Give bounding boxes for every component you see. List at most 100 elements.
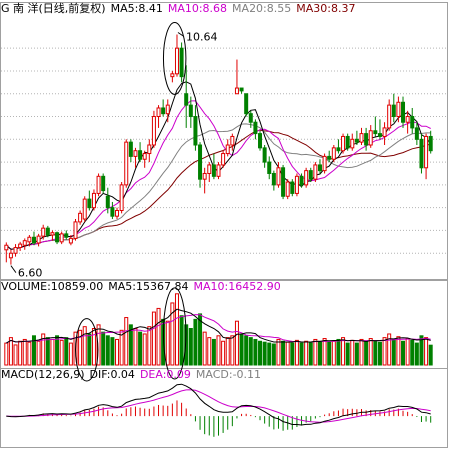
volume-bar [198, 313, 203, 366]
candle [331, 145, 336, 163]
low-marker-arrow [10, 265, 17, 273]
macd-histogram [10, 400, 432, 437]
candle-body [8, 252, 13, 259]
volume-bar [133, 328, 138, 366]
candle-body [170, 73, 175, 78]
volume-bar [345, 342, 350, 366]
candle-body [317, 164, 322, 172]
candle [156, 105, 161, 128]
volume-bar [253, 338, 258, 366]
candle-body [110, 207, 115, 217]
volume-bar [262, 341, 267, 366]
volume-bar [239, 333, 244, 366]
candle-body [87, 198, 92, 209]
candle-body [253, 121, 258, 135]
volume-bar [68, 342, 73, 366]
volume-bar [327, 341, 332, 366]
volume-bar [382, 337, 387, 366]
candle [198, 142, 203, 188]
candle [138, 142, 143, 163]
candle [221, 150, 226, 168]
candle [8, 249, 13, 265]
price-legend-1: MA5:8.41 [111, 2, 163, 15]
candle [128, 139, 133, 163]
price-highlight-ellipse [162, 22, 187, 95]
candle [55, 231, 60, 245]
candle [290, 179, 295, 197]
volume-bar [59, 339, 64, 366]
volume-bar [179, 315, 184, 366]
candle-body [221, 153, 226, 166]
volume-bar [290, 342, 295, 366]
volume-ma5-line [6, 308, 431, 344]
volume-bar [387, 333, 392, 366]
candle-body [27, 236, 32, 243]
candle [22, 238, 27, 250]
candle [313, 162, 318, 183]
panel-frame-0 [0, 2, 448, 280]
price-legend-2: MA10:8.68 [168, 2, 227, 15]
volume-bar [124, 317, 129, 366]
volume-legend-1: MA5:15367.84 [108, 280, 188, 293]
candle-body [387, 104, 392, 129]
volume-bar [419, 335, 424, 366]
candle [267, 156, 272, 180]
candle-body [179, 47, 184, 78]
candle [410, 107, 415, 134]
volume-bar [41, 333, 46, 366]
volume-bar [428, 344, 433, 366]
dif-line [6, 383, 431, 426]
candle-body [184, 93, 189, 106]
volume-bar [258, 340, 263, 366]
volume-bar [50, 338, 55, 366]
candle-body [216, 164, 221, 177]
candle-body [41, 227, 46, 237]
candle [271, 170, 276, 191]
candle [391, 93, 396, 123]
candle-body [128, 141, 133, 157]
candle-body [276, 167, 281, 186]
volume-bar [373, 340, 378, 366]
volume-bar [299, 342, 304, 366]
candle-body [50, 232, 55, 236]
volume-moving-averages [6, 308, 431, 344]
volume-bar [391, 338, 396, 366]
candle-body [225, 144, 230, 155]
volume-bar [105, 335, 110, 366]
candle [336, 139, 341, 154]
low-price-label: 6.60 [18, 267, 43, 280]
candlestick-series [4, 34, 433, 265]
candle-body [55, 232, 60, 243]
candle-body [96, 175, 101, 194]
candle-body [368, 130, 373, 146]
volume-bar [267, 342, 272, 366]
volume-bar [55, 335, 60, 366]
candle-body [258, 133, 263, 149]
candle [216, 162, 221, 180]
volume-bar [331, 340, 336, 366]
candle-body [262, 147, 267, 163]
volume-bar [78, 329, 83, 366]
candle-body [414, 127, 419, 140]
candle-body [401, 101, 406, 123]
candle [207, 162, 212, 183]
candle-body [350, 138, 355, 149]
candle [401, 96, 406, 128]
candle [31, 231, 36, 246]
candle [276, 162, 281, 188]
highlight-ellipses [75, 22, 187, 382]
candle-body [294, 175, 299, 194]
candle [115, 207, 120, 220]
candle [161, 99, 166, 117]
volume-bar [87, 333, 92, 366]
candle-body [82, 198, 87, 220]
candle [373, 116, 378, 137]
candle-body [36, 235, 41, 244]
candle-body [428, 135, 433, 152]
volume-bar [110, 337, 115, 366]
candle [179, 42, 184, 83]
candle [244, 93, 249, 117]
volume-bar [156, 307, 161, 366]
candle-body [419, 138, 424, 169]
volume-bar [45, 337, 50, 366]
